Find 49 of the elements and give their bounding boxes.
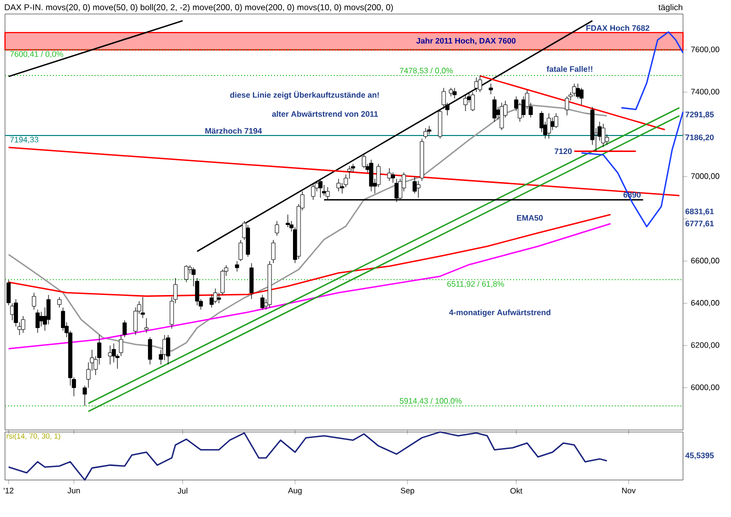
candlestick [271, 240, 276, 264]
candlestick [274, 220, 279, 236]
line-series [8, 222, 612, 350]
candlestick [387, 168, 392, 182]
candlestick [478, 75, 482, 92]
candlestick [260, 294, 264, 310]
candlestick [144, 318, 148, 334]
chart-subtitle: täglich [658, 4, 682, 12]
candlestick [470, 92, 475, 112]
candlestick [234, 260, 240, 272]
chart-title: DAX P-IN. movs(20, 0) move(50, 0) boll(20, 2, -2) move(200, 0) move(200, 0) movs(10, 0) movs(200, 0) [4, 4, 393, 12]
candlestick [412, 176, 417, 194]
candlestick [36, 309, 40, 334]
candlestick [369, 159, 374, 192]
candlestick [500, 102, 504, 130]
candlestick [601, 124, 606, 148]
candlestick [448, 88, 454, 97]
candlestick [118, 334, 124, 356]
candlestick [318, 178, 322, 198]
candlestick [452, 88, 457, 99]
candlestick [184, 264, 188, 282]
candlestick [21, 316, 26, 334]
candlestick [140, 296, 145, 318]
candlestick [362, 153, 366, 168]
candlestick [474, 77, 478, 92]
candlestick [554, 112, 558, 128]
candlestick [546, 112, 551, 139]
candlestick [550, 117, 555, 130]
candlestick [488, 83, 493, 95]
line-series [620, 31, 684, 110]
candlestick [311, 182, 316, 200]
candlestick [286, 214, 290, 228]
line-series [580, 111, 684, 228]
candlestick [492, 96, 497, 122]
candlestick [10, 302, 14, 320]
candlestick [463, 94, 468, 112]
candlestick [238, 240, 243, 262]
candlestick [572, 83, 576, 97]
candlestick [336, 178, 341, 192]
candlestick [564, 96, 570, 116]
candlestick [32, 292, 36, 310]
candlestick [213, 288, 218, 304]
candlestick [390, 172, 396, 184]
candlestick [579, 88, 584, 106]
candlestick [166, 334, 170, 365]
candlestick [148, 336, 152, 365]
candlestick [424, 128, 428, 139]
candlestick [57, 296, 62, 308]
candlestick [122, 320, 127, 338]
